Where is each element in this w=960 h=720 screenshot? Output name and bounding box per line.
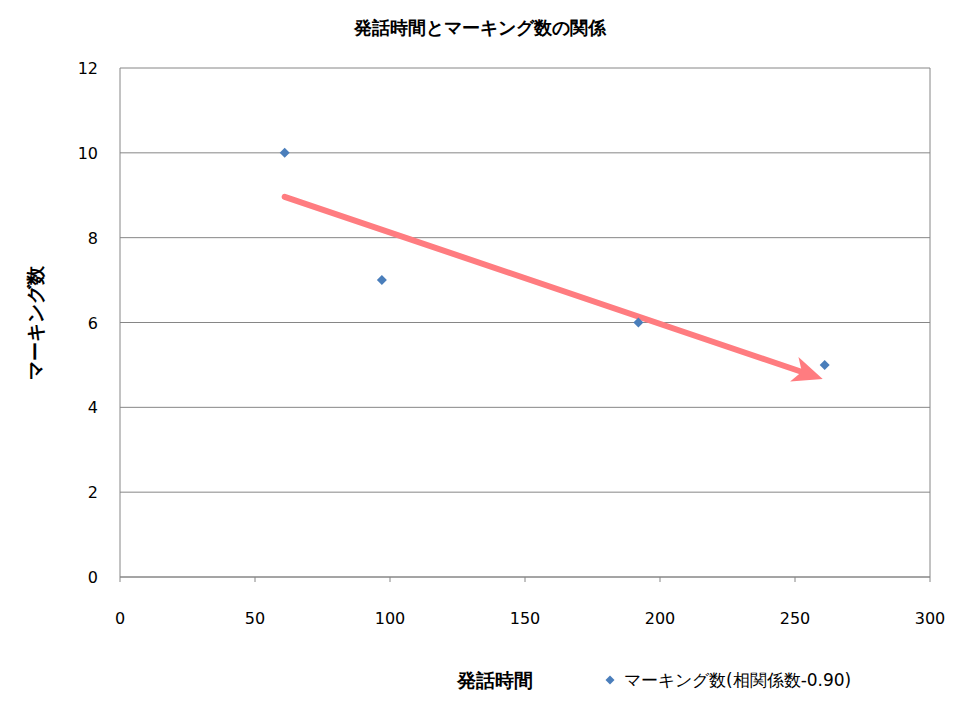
grid-line: [120, 322, 930, 323]
x-tick: [930, 577, 931, 582]
x-tick: [255, 577, 256, 582]
x-axis-label: 発話時間: [456, 669, 533, 691]
y-tick-label: 8: [88, 229, 98, 248]
x-tick: [525, 577, 526, 582]
data-point: [820, 360, 830, 370]
y-tick-label: 2: [88, 483, 98, 502]
x-tick-label: 250: [780, 609, 811, 628]
grid-line: [120, 152, 930, 153]
x-tick: [390, 577, 391, 582]
grid-line: [120, 237, 930, 238]
x-tick: [660, 577, 661, 582]
x-tick-label: 50: [245, 609, 265, 628]
grid-line: [120, 492, 930, 493]
y-axis-label: マーキング数: [24, 265, 46, 380]
y-tick-label: 6: [88, 314, 98, 333]
y-tick-label: 4: [88, 398, 98, 417]
x-tick-label: 200: [645, 609, 676, 628]
legend-marker: [606, 676, 615, 685]
y-tick-label: 10: [78, 144, 98, 163]
grid-line: [120, 68, 930, 69]
x-tick: [120, 577, 121, 582]
trend-arrow-head: [790, 357, 823, 382]
x-tick-label: 300: [915, 609, 946, 628]
chart-title: 発話時間とマーキング数の関係: [353, 17, 607, 38]
trend-arrow: [285, 197, 800, 371]
plot-area: [280, 148, 830, 370]
data-point: [377, 275, 387, 285]
data-point: [280, 148, 290, 158]
data-point: [633, 318, 643, 328]
x-tick-label: 150: [510, 609, 541, 628]
x-tick-label: 0: [115, 609, 125, 628]
x-tick-label: 100: [375, 609, 406, 628]
x-tick: [795, 577, 796, 582]
chart: 発話時間とマーキング数の関係 0 2 4 6 8 10 12 0 50 100 150 200 250 30…: [0, 0, 960, 720]
y-tick-label: 0: [88, 568, 98, 587]
grid-line: [120, 407, 930, 408]
y-tick-label: 12: [78, 59, 98, 78]
plot-frame: [930, 68, 931, 577]
legend-label: マーキング数(相関係数-0.90): [624, 670, 851, 690]
y-axis: [120, 68, 121, 577]
